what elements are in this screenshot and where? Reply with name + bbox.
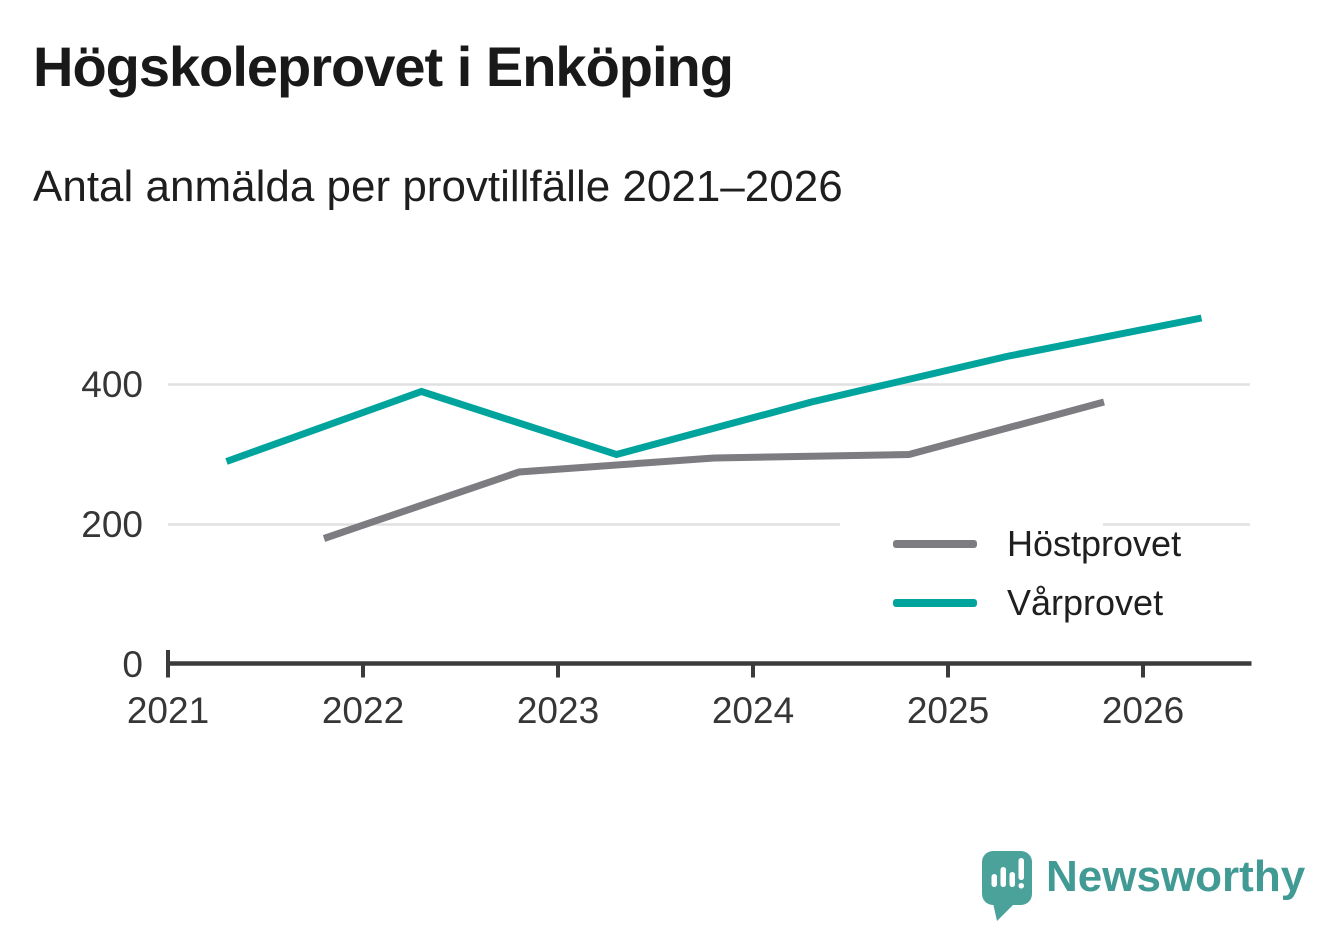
logo-bar-2 [1000,867,1006,887]
legend-swatch [893,598,977,607]
logo-bubble-tail [993,903,1015,921]
legend-label: Vårprovet [1007,581,1164,623]
x-tick-label-2024: 2024 [711,690,795,731]
legend-swatch [893,539,977,548]
x-tick-label-2023: 2023 [516,690,600,731]
page-title: Högskoleprovet i Enköping [33,35,734,98]
logo-bar-1 [991,874,997,887]
x-tick-label-2026: 2026 [1101,690,1185,731]
y-tick-label-200: 200 [81,503,143,545]
x-tick-label-2021: 2021 [126,690,210,731]
y-tick-label-400: 400 [81,363,143,405]
legend-item-höstprovet: Höstprovet [893,514,1181,573]
x-tick-label-2022: 2022 [321,690,405,731]
series-line-höstprovet [322,398,1105,542]
newsworthy-logo-icon [982,851,1032,921]
logo-bar-3 [1009,872,1015,887]
legend-item-vårprovet: Vårprovet [893,573,1181,632]
newsworthy-logo-text: Newsworthy [1046,852,1306,901]
legend-label: Höstprovet [1007,522,1182,564]
y-tick-label-0: 0 [122,643,143,685]
logo-exclamation-stem [1018,858,1024,880]
chart-legend: Höstprovet Vårprovet [893,514,1181,632]
logo-bubble [982,851,1032,905]
logo-exclamation-dot [1018,883,1024,889]
x-tick-label-2025: 2025 [906,690,990,731]
page-subtitle: Antal anmälda per provtillfälle 2021–202… [33,162,843,211]
series-line-vårprovet [225,314,1203,465]
